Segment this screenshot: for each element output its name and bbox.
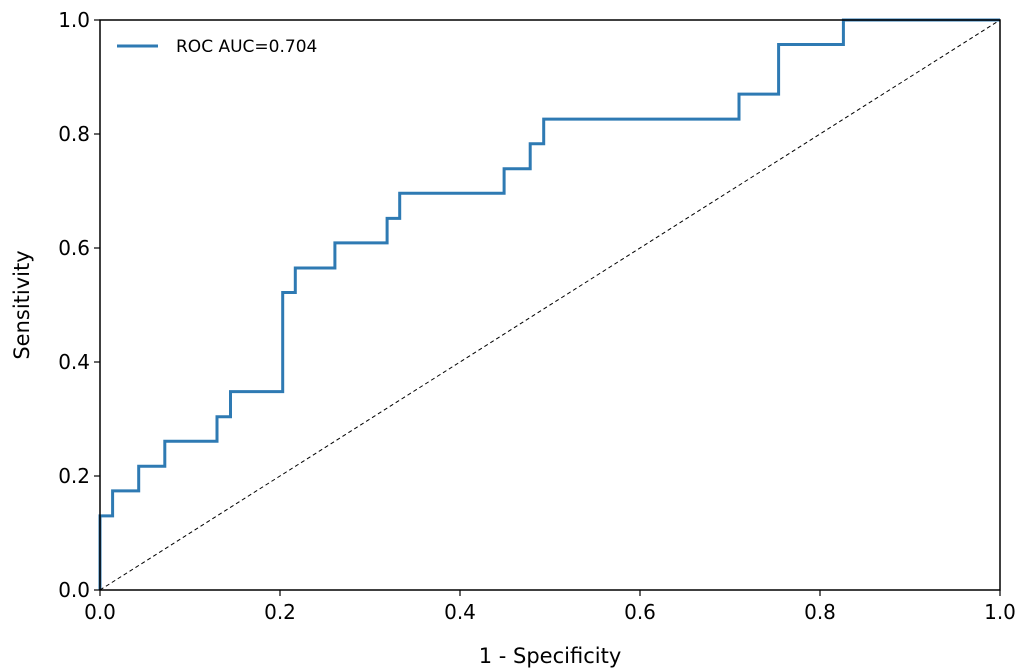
x-tick-label: 1.0 bbox=[984, 600, 1016, 624]
x-tick-label: 0.0 bbox=[84, 600, 116, 624]
x-axis-label: 1 - Specificity bbox=[479, 644, 622, 668]
x-tick-label: 0.4 bbox=[444, 600, 476, 624]
x-tick-label: 0.2 bbox=[264, 600, 296, 624]
plot-area bbox=[98, 18, 1001, 591]
y-axis-label: Sensitivity bbox=[10, 250, 34, 359]
y-tick-label: 0.0 bbox=[58, 578, 90, 602]
y-tick-label: 0.8 bbox=[58, 122, 90, 146]
roc-curve-line bbox=[98, 18, 1000, 590]
y-tick-label: 0.6 bbox=[58, 236, 90, 260]
y-tick-label: 1.0 bbox=[58, 8, 90, 32]
y-axis-ticks: 0.0 0.2 0.4 0.6 0.8 1.0 bbox=[58, 8, 100, 602]
y-tick-label: 0.4 bbox=[58, 350, 90, 374]
x-axis-ticks: 0.0 0.2 0.4 0.6 0.8 1.0 bbox=[84, 590, 1016, 624]
legend: ROC AUC=0.704 bbox=[108, 30, 360, 62]
y-tick-label: 0.2 bbox=[58, 464, 90, 488]
x-tick-label: 0.6 bbox=[624, 600, 656, 624]
x-tick-label: 0.8 bbox=[804, 600, 836, 624]
plot-frame bbox=[99, 19, 1001, 591]
reference-diagonal-line bbox=[99, 19, 1001, 591]
legend-label: ROC AUC=0.704 bbox=[176, 37, 317, 57]
